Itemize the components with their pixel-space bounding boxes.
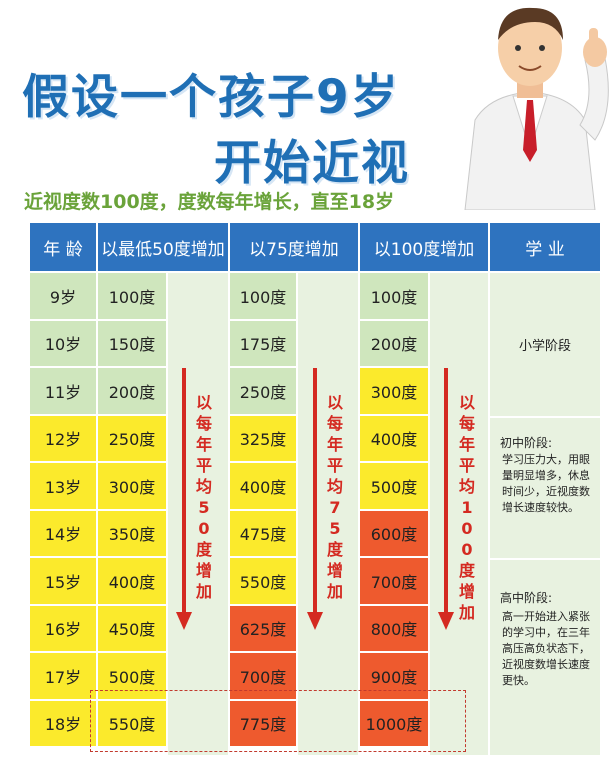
study-middle-cell	[490, 418, 600, 558]
value-75-cell: 250度	[230, 368, 296, 414]
value-100-cell: 100度	[360, 273, 428, 319]
value-100-cell: 400度	[360, 415, 428, 461]
study-primary: 小学阶段	[518, 339, 571, 354]
value-100-cell: 700度	[360, 558, 428, 604]
header-study: 学 业	[490, 223, 600, 271]
value-100-cell: 300度	[360, 368, 428, 414]
value-100-cell: 600度	[360, 510, 428, 556]
arrow-75-label: 以每年平均75度增加	[326, 393, 343, 601]
study-high-title: 高中阶段:	[500, 591, 553, 605]
value-50-cell: 150度	[98, 320, 166, 366]
header-50: 以最低50度增加	[98, 223, 228, 271]
value-50-cell: 250度	[98, 415, 166, 461]
value-100-cell: 800度	[360, 605, 428, 651]
value-75-cell: 775度	[230, 700, 296, 746]
value-75-cell: 625度	[230, 605, 296, 651]
value-50-cell: 500度	[98, 653, 166, 699]
value-50-cell: 400度	[98, 558, 166, 604]
title-line-1: 假设一个孩子9岁	[22, 70, 400, 125]
age-cell: 17岁	[30, 653, 96, 699]
arrow-50-head	[176, 612, 192, 630]
age-cell: 14岁	[30, 510, 96, 556]
arrow-100-label: 以每年平均100度增加	[458, 393, 475, 622]
value-50-cell: 550度	[98, 700, 166, 746]
age-cell: 13岁	[30, 463, 96, 509]
arrow-100-head	[438, 612, 454, 630]
value-75-cell: 550度	[230, 558, 296, 604]
value-50-cell: 100度	[98, 273, 166, 319]
age-cell: 16岁	[30, 605, 96, 651]
age-cell: 12岁	[30, 415, 96, 461]
age-cell: 15岁	[30, 558, 96, 604]
value-75-cell: 175度	[230, 320, 296, 366]
age-cell: 9岁	[30, 273, 96, 319]
value-50-cell: 450度	[98, 605, 166, 651]
age-cell: 10岁	[30, 320, 96, 366]
value-75-cell: 100度	[230, 273, 296, 319]
age-cell: 18岁	[30, 700, 96, 746]
value-50-cell: 300度	[98, 463, 166, 509]
study-high-body: 高一开始进入紧张的学习中，在三年高压高负状态下，近视度数增长速度更快。	[502, 610, 590, 687]
subtitle: 近视度数100度，度数每年增长，直至18岁	[24, 191, 395, 213]
arrow-75-head	[307, 612, 323, 630]
value-75-cell: 700度	[230, 653, 296, 699]
value-50-cell: 350度	[98, 510, 166, 556]
value-100-cell: 900度	[360, 653, 428, 699]
age-cell: 11岁	[30, 368, 96, 414]
title-line-2: 开始近视	[214, 136, 410, 191]
study-high-cell	[490, 560, 600, 755]
value-100-cell: 200度	[360, 320, 428, 366]
value-75-cell: 400度	[230, 463, 296, 509]
doctor-illustration	[464, 7, 609, 210]
study-middle-body: 学习压力大，用眼量明显增多，休息时间少，近视度数增长速度较快。	[502, 453, 590, 514]
arrow-50-label: 以每年平均50度增加	[195, 393, 212, 601]
arrow-75-line	[313, 368, 317, 618]
arrow-column-100	[430, 273, 488, 755]
value-100-cell: 500度	[360, 463, 428, 509]
header-age: 年 龄	[30, 223, 96, 271]
header-75: 以75度增加	[230, 223, 358, 271]
header-100: 以100度增加	[360, 223, 488, 271]
value-75-cell: 475度	[230, 510, 296, 556]
study-primary-cell: 小学阶段	[490, 273, 600, 416]
arrow-100-line	[444, 368, 448, 618]
study-middle-title: 初中阶段:	[500, 436, 553, 450]
arrow-column-50	[168, 273, 228, 755]
arrow-column-75	[298, 273, 358, 755]
value-50-cell: 200度	[98, 368, 166, 414]
value-100-cell: 1000度	[360, 700, 428, 746]
value-75-cell: 325度	[230, 415, 296, 461]
arrow-50-line	[182, 368, 186, 618]
